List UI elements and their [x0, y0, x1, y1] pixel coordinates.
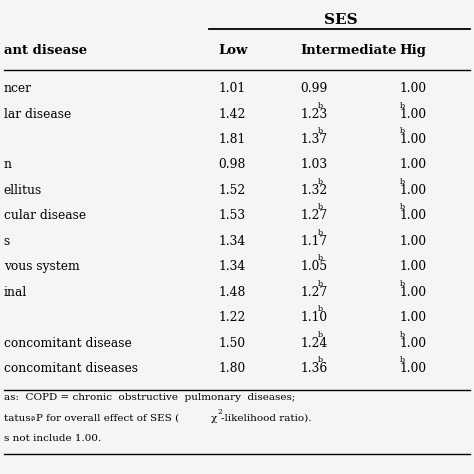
Text: s: s [4, 235, 10, 248]
Text: 1.00: 1.00 [400, 235, 427, 248]
Text: b: b [400, 203, 405, 211]
Text: b: b [400, 101, 405, 109]
Text: 1.00: 1.00 [400, 260, 427, 273]
Text: b: b [400, 280, 405, 288]
Text: b: b [318, 101, 323, 109]
Text: 1.37: 1.37 [301, 133, 328, 146]
Text: 1.00: 1.00 [400, 184, 427, 197]
Text: concomitant diseases: concomitant diseases [4, 362, 138, 375]
Text: 1.52: 1.52 [218, 184, 246, 197]
Text: 1.36: 1.36 [301, 362, 328, 375]
Text: 1.00: 1.00 [400, 210, 427, 222]
Text: b: b [400, 356, 405, 364]
Text: 1.50: 1.50 [218, 337, 245, 349]
Text: 1.00: 1.00 [400, 362, 427, 375]
Text: cular disease: cular disease [4, 210, 86, 222]
Text: 1.01: 1.01 [218, 82, 245, 95]
Text: ellitus: ellitus [4, 184, 42, 197]
Text: lar disease: lar disease [4, 108, 71, 120]
Text: 1.05: 1.05 [301, 260, 328, 273]
Text: 1.34: 1.34 [218, 260, 246, 273]
Text: 1.48: 1.48 [218, 286, 246, 299]
Text: s not include 1.00.: s not include 1.00. [4, 434, 101, 443]
Text: 1.00: 1.00 [400, 82, 427, 95]
Text: b: b [400, 127, 405, 135]
Text: b: b [318, 203, 323, 211]
Text: b: b [400, 178, 405, 186]
Text: b: b [318, 229, 323, 237]
Text: 1.00: 1.00 [400, 286, 427, 299]
Text: Hig: Hig [400, 45, 427, 57]
Text: b: b [318, 178, 323, 186]
Text: 1.10: 1.10 [301, 311, 328, 324]
Text: a: a [31, 414, 35, 422]
Text: ncer: ncer [4, 82, 32, 95]
Text: inal: inal [4, 286, 27, 299]
Text: b: b [400, 330, 405, 338]
Text: χ: χ [211, 414, 218, 423]
Text: 1.00: 1.00 [400, 158, 427, 172]
Text: 0.98: 0.98 [218, 158, 246, 172]
Text: b: b [318, 280, 323, 288]
Text: b: b [318, 330, 323, 338]
Text: 1.00: 1.00 [400, 311, 427, 324]
Text: b: b [318, 356, 323, 364]
Text: 1.34: 1.34 [218, 235, 246, 248]
Text: 1.03: 1.03 [301, 158, 328, 172]
Text: ant disease: ant disease [4, 45, 87, 57]
Text: 1.27: 1.27 [301, 286, 328, 299]
Text: b: b [318, 127, 323, 135]
Text: 1.32: 1.32 [301, 184, 328, 197]
Text: 1.42: 1.42 [218, 108, 246, 120]
Text: 1.00: 1.00 [400, 108, 427, 120]
Text: 0.99: 0.99 [301, 82, 328, 95]
Text: 1.80: 1.80 [218, 362, 246, 375]
Text: P for overall effect of SES (: P for overall effect of SES ( [36, 414, 179, 423]
Text: 1.00: 1.00 [400, 133, 427, 146]
Text: tatus.: tatus. [4, 414, 40, 423]
Text: 1.27: 1.27 [301, 210, 328, 222]
Text: 1.00: 1.00 [400, 337, 427, 349]
Text: 1.22: 1.22 [218, 311, 246, 324]
Text: Low: Low [218, 45, 247, 57]
Text: vous system: vous system [4, 260, 80, 273]
Text: n: n [4, 158, 12, 172]
Text: b: b [318, 305, 323, 313]
Text: 1.17: 1.17 [301, 235, 328, 248]
Text: -likelihood ratio).: -likelihood ratio). [221, 414, 312, 423]
Text: 1.24: 1.24 [301, 337, 328, 349]
Text: as:  COPD = chronic  obstructive  pulmonary  diseases;: as: COPD = chronic obstructive pulmonary… [4, 393, 295, 402]
Text: 1.23: 1.23 [301, 108, 328, 120]
Text: 2: 2 [217, 408, 222, 416]
Text: 1.81: 1.81 [218, 133, 246, 146]
Text: 1.53: 1.53 [218, 210, 245, 222]
Text: SES: SES [324, 13, 357, 27]
Text: Intermediate: Intermediate [301, 45, 397, 57]
Text: concomitant disease: concomitant disease [4, 337, 131, 349]
Text: b: b [318, 254, 323, 262]
